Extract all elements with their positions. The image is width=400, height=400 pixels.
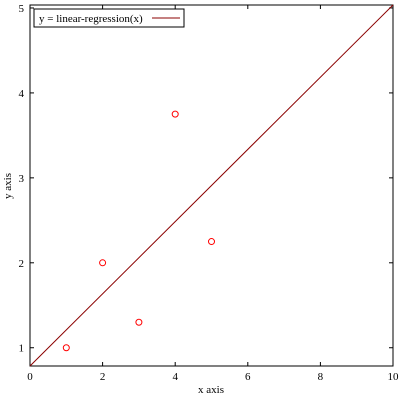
scatter-point	[171, 110, 179, 118]
y-tick-label: 3	[19, 173, 25, 185]
legend-label: y = linear-regression(x)	[39, 13, 143, 25]
plot-frame	[29, 4, 394, 367]
scatter-point	[62, 344, 70, 352]
x-tick-label: 6	[245, 371, 251, 383]
y-tick-label: 2	[19, 258, 25, 270]
scatter-point	[99, 259, 107, 267]
x-tick-label: 8	[318, 371, 324, 383]
scatter-point	[208, 238, 215, 246]
scatter-point	[135, 318, 143, 326]
regression-line	[29, 4, 394, 367]
x-axis-label: x axis	[198, 384, 224, 396]
y-tick-label: 5	[19, 3, 25, 15]
x-tick-label: 0	[27, 371, 33, 383]
x-tick-label: 2	[100, 371, 106, 383]
y-tick-label: 1	[19, 343, 25, 355]
x-tick-label: 10	[388, 371, 400, 383]
legend-box	[33, 8, 185, 28]
y-axis-label: y axis	[2, 173, 14, 199]
y-tick-label: 4	[19, 88, 25, 100]
x-tick-label: 4	[172, 371, 178, 383]
